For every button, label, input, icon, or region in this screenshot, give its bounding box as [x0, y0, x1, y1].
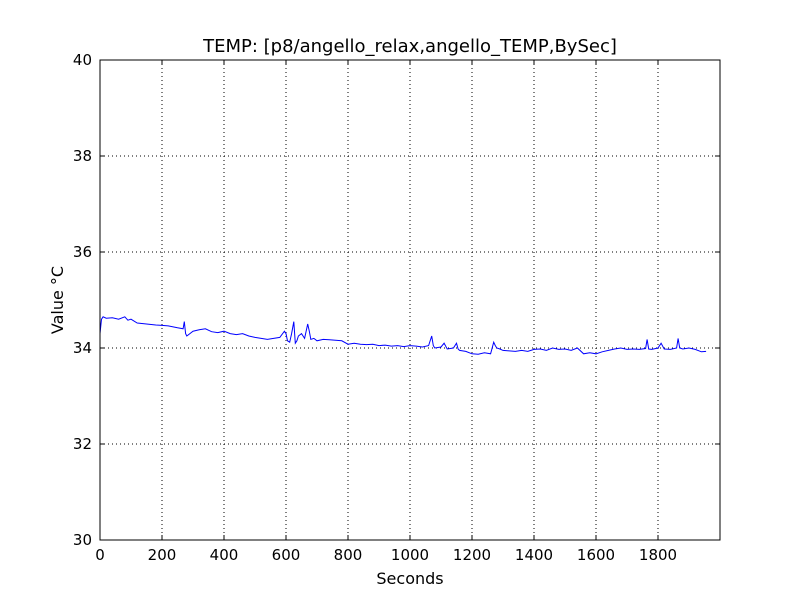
x-tick-label: 1400 [515, 546, 553, 564]
x-tick-label: 1600 [577, 546, 615, 564]
y-tick-label: 40 [73, 51, 92, 69]
x-tick-label: 200 [148, 546, 177, 564]
x-tick-label: 800 [334, 546, 363, 564]
y-axis-label: Value °C [48, 266, 67, 334]
y-tick-label: 34 [73, 339, 92, 357]
x-tick-label: 0 [95, 546, 105, 564]
x-tick-label: 1200 [453, 546, 491, 564]
x-tick-label: 1800 [639, 546, 677, 564]
y-tick-label: 32 [73, 435, 92, 453]
y-tick-label: 30 [73, 531, 92, 549]
x-tick-label: 1000 [391, 546, 429, 564]
series-line-temp [99, 316, 707, 355]
x-tick-label: 400 [210, 546, 239, 564]
x-tick-label: 600 [272, 546, 301, 564]
axis-ticks: 0 200 400 600 800 1000 1200 1400 1600 1800 30 32 34 3… [73, 51, 720, 564]
chart-title: TEMP: [p8/angello_relax,angello_TEMP,ByS… [202, 36, 617, 57]
y-tick-label: 38 [73, 147, 92, 165]
grid-lines [100, 60, 720, 540]
x-axis-label: Seconds [376, 569, 443, 588]
y-tick-label: 36 [73, 243, 92, 261]
